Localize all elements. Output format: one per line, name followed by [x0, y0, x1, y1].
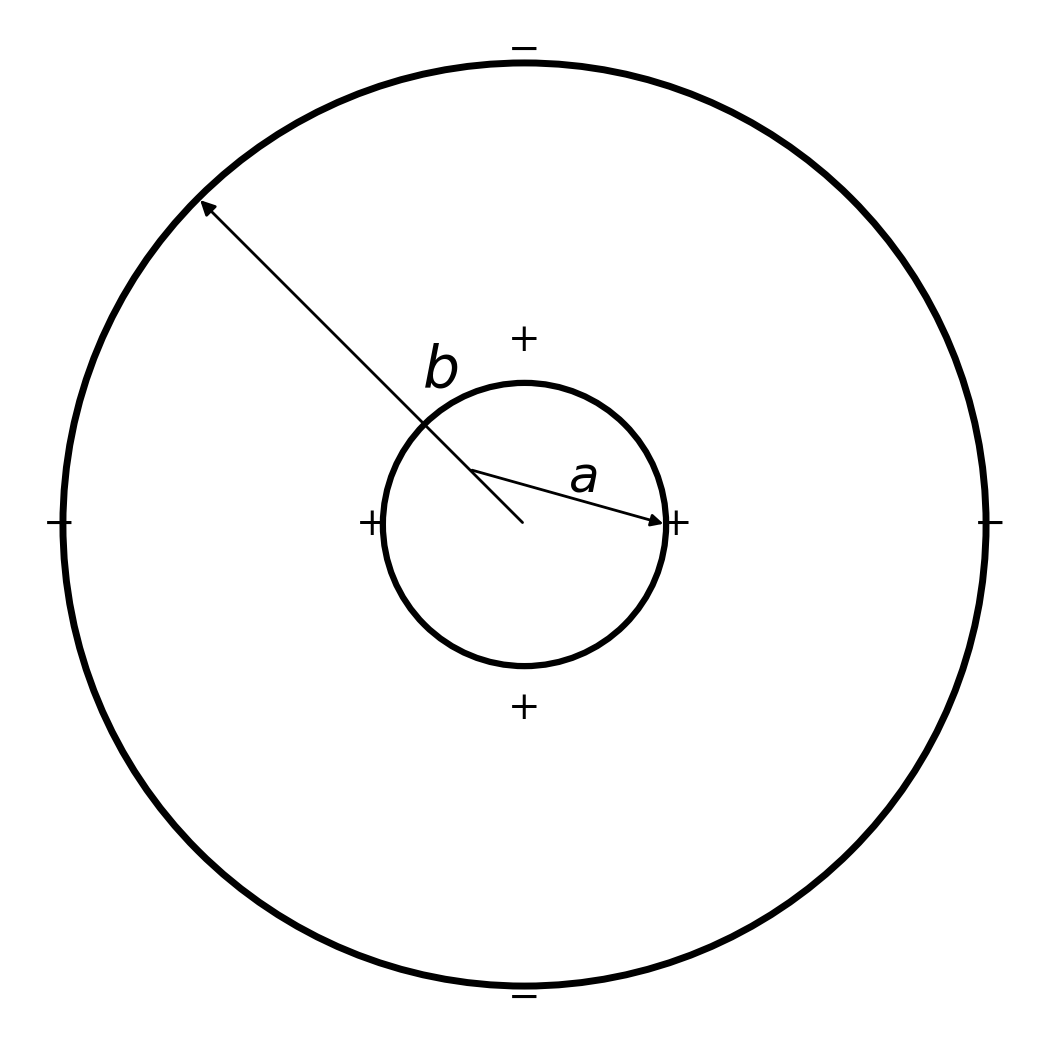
Text: −: −: [42, 506, 76, 543]
Text: $b$: $b$: [422, 344, 458, 400]
Text: +: +: [508, 689, 541, 727]
Text: $a$: $a$: [568, 452, 597, 502]
Text: +: +: [508, 322, 541, 360]
Text: −: −: [508, 980, 541, 1018]
Text: −: −: [508, 31, 541, 69]
Text: +: +: [356, 506, 389, 543]
Text: +: +: [660, 506, 693, 543]
Text: −: −: [973, 506, 1007, 543]
